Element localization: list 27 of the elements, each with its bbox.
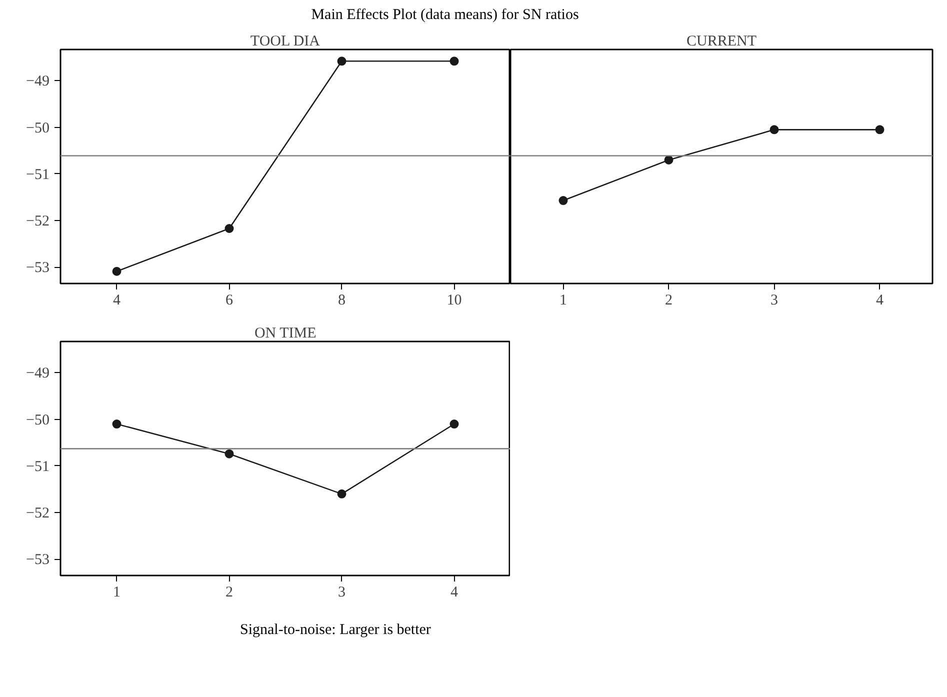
x-tick-label: 8 bbox=[338, 292, 346, 309]
x-tick-label: 1 bbox=[560, 292, 567, 309]
x-tick-label: 3 bbox=[338, 584, 346, 601]
y-tick-label: −49 bbox=[26, 74, 50, 90]
x-tick-label: 3 bbox=[770, 292, 778, 309]
x-tick-label: 6 bbox=[226, 292, 234, 309]
x-tick-label: 10 bbox=[446, 292, 462, 309]
x-tick-label: 2 bbox=[226, 584, 233, 601]
y-tick-label: −52 bbox=[26, 506, 50, 522]
y-tick-label: −51 bbox=[26, 167, 50, 184]
x-tick-label: 4 bbox=[450, 584, 458, 601]
y-tick-label: −50 bbox=[26, 412, 50, 429]
y-tick-label: −52 bbox=[26, 214, 50, 230]
y-tick-label: −49 bbox=[26, 366, 50, 382]
x-tick-label: 2 bbox=[665, 292, 672, 309]
y-tick-label: −53 bbox=[26, 552, 50, 569]
x-tick-label: 1 bbox=[113, 584, 120, 601]
x-tick-label: 4 bbox=[113, 292, 121, 309]
y-tick-label: −53 bbox=[26, 260, 50, 277]
x-tick-label: 4 bbox=[876, 292, 884, 309]
chart-title: TOOL DIA bbox=[250, 34, 320, 50]
text: Main Effects Plot (data means) for SN ratios bbox=[311, 6, 579, 25]
y-tick-label: −51 bbox=[26, 459, 50, 476]
y-tick-label: −50 bbox=[26, 120, 50, 137]
chart-title: CURRENT bbox=[686, 34, 757, 50]
chart-title: ON TIME bbox=[254, 326, 316, 342]
text: Signal-to-noise: Larger is better bbox=[240, 621, 431, 640]
